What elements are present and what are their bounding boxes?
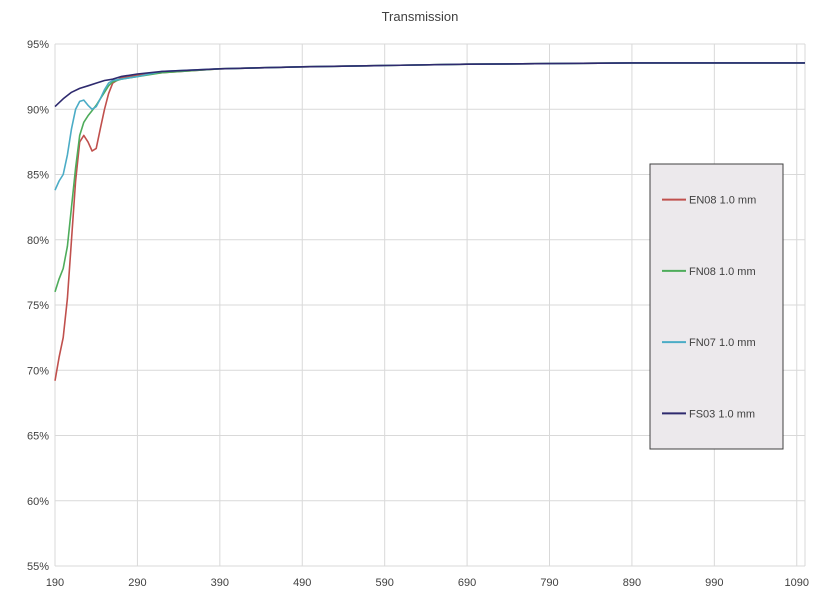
x-tick-label: 690 [458, 577, 476, 589]
x-tick-label: 190 [46, 577, 64, 589]
x-tick-label: 790 [540, 577, 558, 589]
x-tick-label: 1090 [785, 577, 809, 589]
gridlines [54, 43, 806, 567]
legend-label: FN08 1.0 mm [689, 266, 756, 278]
axes: 95% 90% 85% 80% 75% 70% 65% 60% 55% 190 290 390 490 5… [27, 39, 809, 589]
legend-label: FS03 1.0 mm [689, 408, 755, 420]
series-line-3 [54, 62, 805, 108]
x-tick-label: 390 [211, 577, 229, 589]
y-tick-label: 65% [27, 431, 49, 443]
y-tick-label: 75% [27, 300, 49, 312]
y-tick-label: 90% [27, 104, 49, 116]
y-tick-label: 80% [27, 235, 49, 247]
y-tick-label: 60% [27, 496, 49, 508]
y-tick-label: 55% [27, 561, 49, 573]
legend-box [649, 163, 784, 450]
y-tick-label: 85% [27, 170, 49, 182]
legend: EN08 1.0 mm FN08 1.0 mm FN07 1.0 mm FS03 1.… [649, 163, 784, 450]
x-tick-label: 290 [128, 577, 146, 589]
chart-title: Transmission [382, 9, 459, 24]
x-tick-label: 990 [705, 577, 723, 589]
x-tick-label: 590 [375, 577, 393, 589]
x-tick-label: 490 [293, 577, 311, 589]
series-lines [54, 62, 805, 381]
y-tick-label: 70% [27, 365, 49, 377]
legend-label: EN08 1.0 mm [689, 195, 756, 207]
legend-label: FN07 1.0 mm [689, 337, 756, 349]
x-tick-label: 890 [623, 577, 641, 589]
y-tick-label: 95% [27, 39, 49, 51]
